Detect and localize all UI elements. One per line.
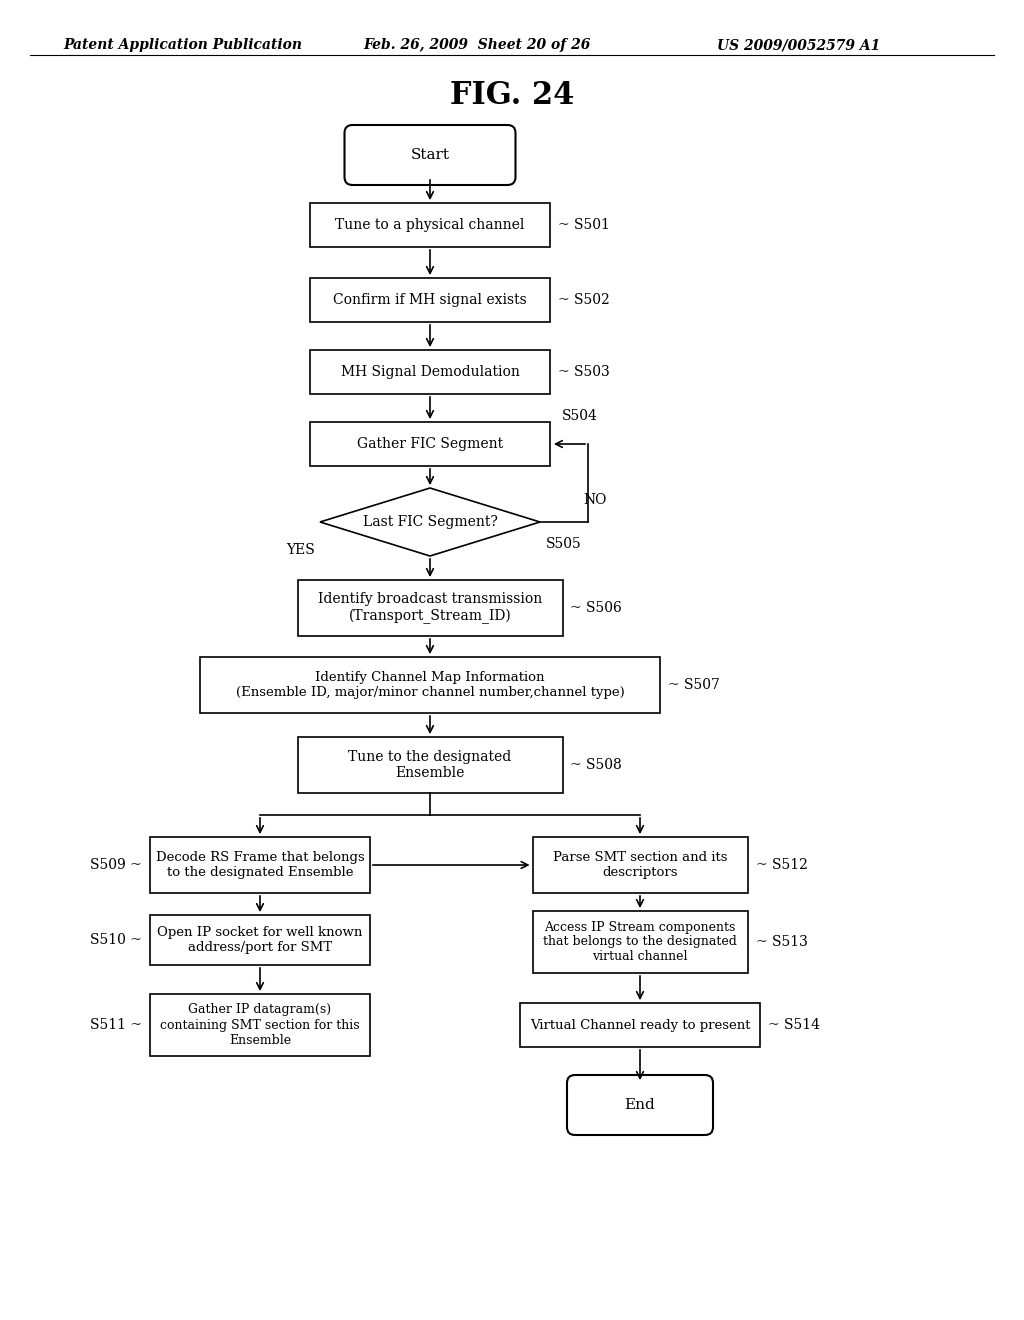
Bar (532, 837, 748, 894)
Text: Gather FIC Segment: Gather FIC Segment (357, 437, 503, 451)
Text: Parse SMT section and its
descriptors: Parse SMT section and its descriptors (553, 851, 727, 879)
Bar (150, 994, 370, 1056)
Bar (200, 657, 660, 713)
Bar (150, 837, 370, 894)
Text: ~ S501: ~ S501 (558, 218, 610, 232)
Text: End: End (625, 1098, 655, 1111)
Bar (310, 203, 550, 247)
Text: NO: NO (584, 492, 606, 507)
Text: Tune to a physical channel: Tune to a physical channel (335, 218, 524, 232)
FancyBboxPatch shape (567, 1074, 713, 1135)
Text: S510 ~: S510 ~ (90, 933, 142, 946)
Bar (150, 915, 370, 965)
Bar (298, 737, 562, 793)
Text: ~ S513: ~ S513 (756, 935, 807, 949)
Text: S511 ~: S511 ~ (90, 1018, 142, 1032)
Bar (520, 1003, 760, 1047)
Text: Feb. 26, 2009  Sheet 20 of 26: Feb. 26, 2009 Sheet 20 of 26 (364, 38, 591, 53)
Text: Access IP Stream components
that belongs to the designated
virtual channel: Access IP Stream components that belongs… (543, 920, 737, 964)
Polygon shape (319, 488, 540, 556)
Text: S509 ~: S509 ~ (90, 858, 142, 873)
Text: ~ S508: ~ S508 (570, 758, 623, 772)
Bar (532, 911, 748, 973)
Text: FIG. 24: FIG. 24 (450, 79, 574, 111)
Text: Tune to the designated
Ensemble: Tune to the designated Ensemble (348, 750, 512, 780)
Text: ~ S502: ~ S502 (558, 293, 609, 308)
Text: Start: Start (411, 148, 450, 162)
Text: Last FIC Segment?: Last FIC Segment? (362, 515, 498, 529)
Text: ~ S507: ~ S507 (668, 678, 720, 692)
Text: ~ S506: ~ S506 (570, 601, 623, 615)
Text: ~ S503: ~ S503 (558, 366, 609, 379)
Text: Gather IP datagram(s)
containing SMT section for this
Ensemble: Gather IP datagram(s) containing SMT sec… (160, 1003, 359, 1047)
Text: Virtual Channel ready to present: Virtual Channel ready to present (529, 1019, 751, 1031)
Bar (310, 350, 550, 393)
Bar (310, 279, 550, 322)
Text: ~ S514: ~ S514 (768, 1018, 820, 1032)
Text: MH Signal Demodulation: MH Signal Demodulation (341, 366, 519, 379)
Text: Decode RS Frame that belongs
to the designated Ensemble: Decode RS Frame that belongs to the desi… (156, 851, 365, 879)
FancyBboxPatch shape (344, 125, 515, 185)
Text: Identify Channel Map Information
(Ensemble ID, major/minor channel number,channe: Identify Channel Map Information (Ensemb… (236, 671, 625, 700)
Text: Open IP socket for well known
address/port for SMT: Open IP socket for well known address/po… (158, 927, 362, 954)
Text: S505: S505 (546, 537, 582, 550)
Text: Patent Application Publication: Patent Application Publication (63, 38, 302, 53)
Text: US 2009/0052579 A1: US 2009/0052579 A1 (717, 38, 880, 53)
Text: ~ S512: ~ S512 (756, 858, 807, 873)
Text: YES: YES (287, 543, 315, 557)
Text: S504: S504 (562, 409, 598, 422)
Bar (310, 422, 550, 466)
Text: Identify broadcast transmission
(Transport_Stream_ID): Identify broadcast transmission (Transpo… (317, 593, 542, 624)
Bar (298, 579, 562, 636)
Text: Confirm if MH signal exists: Confirm if MH signal exists (333, 293, 527, 308)
